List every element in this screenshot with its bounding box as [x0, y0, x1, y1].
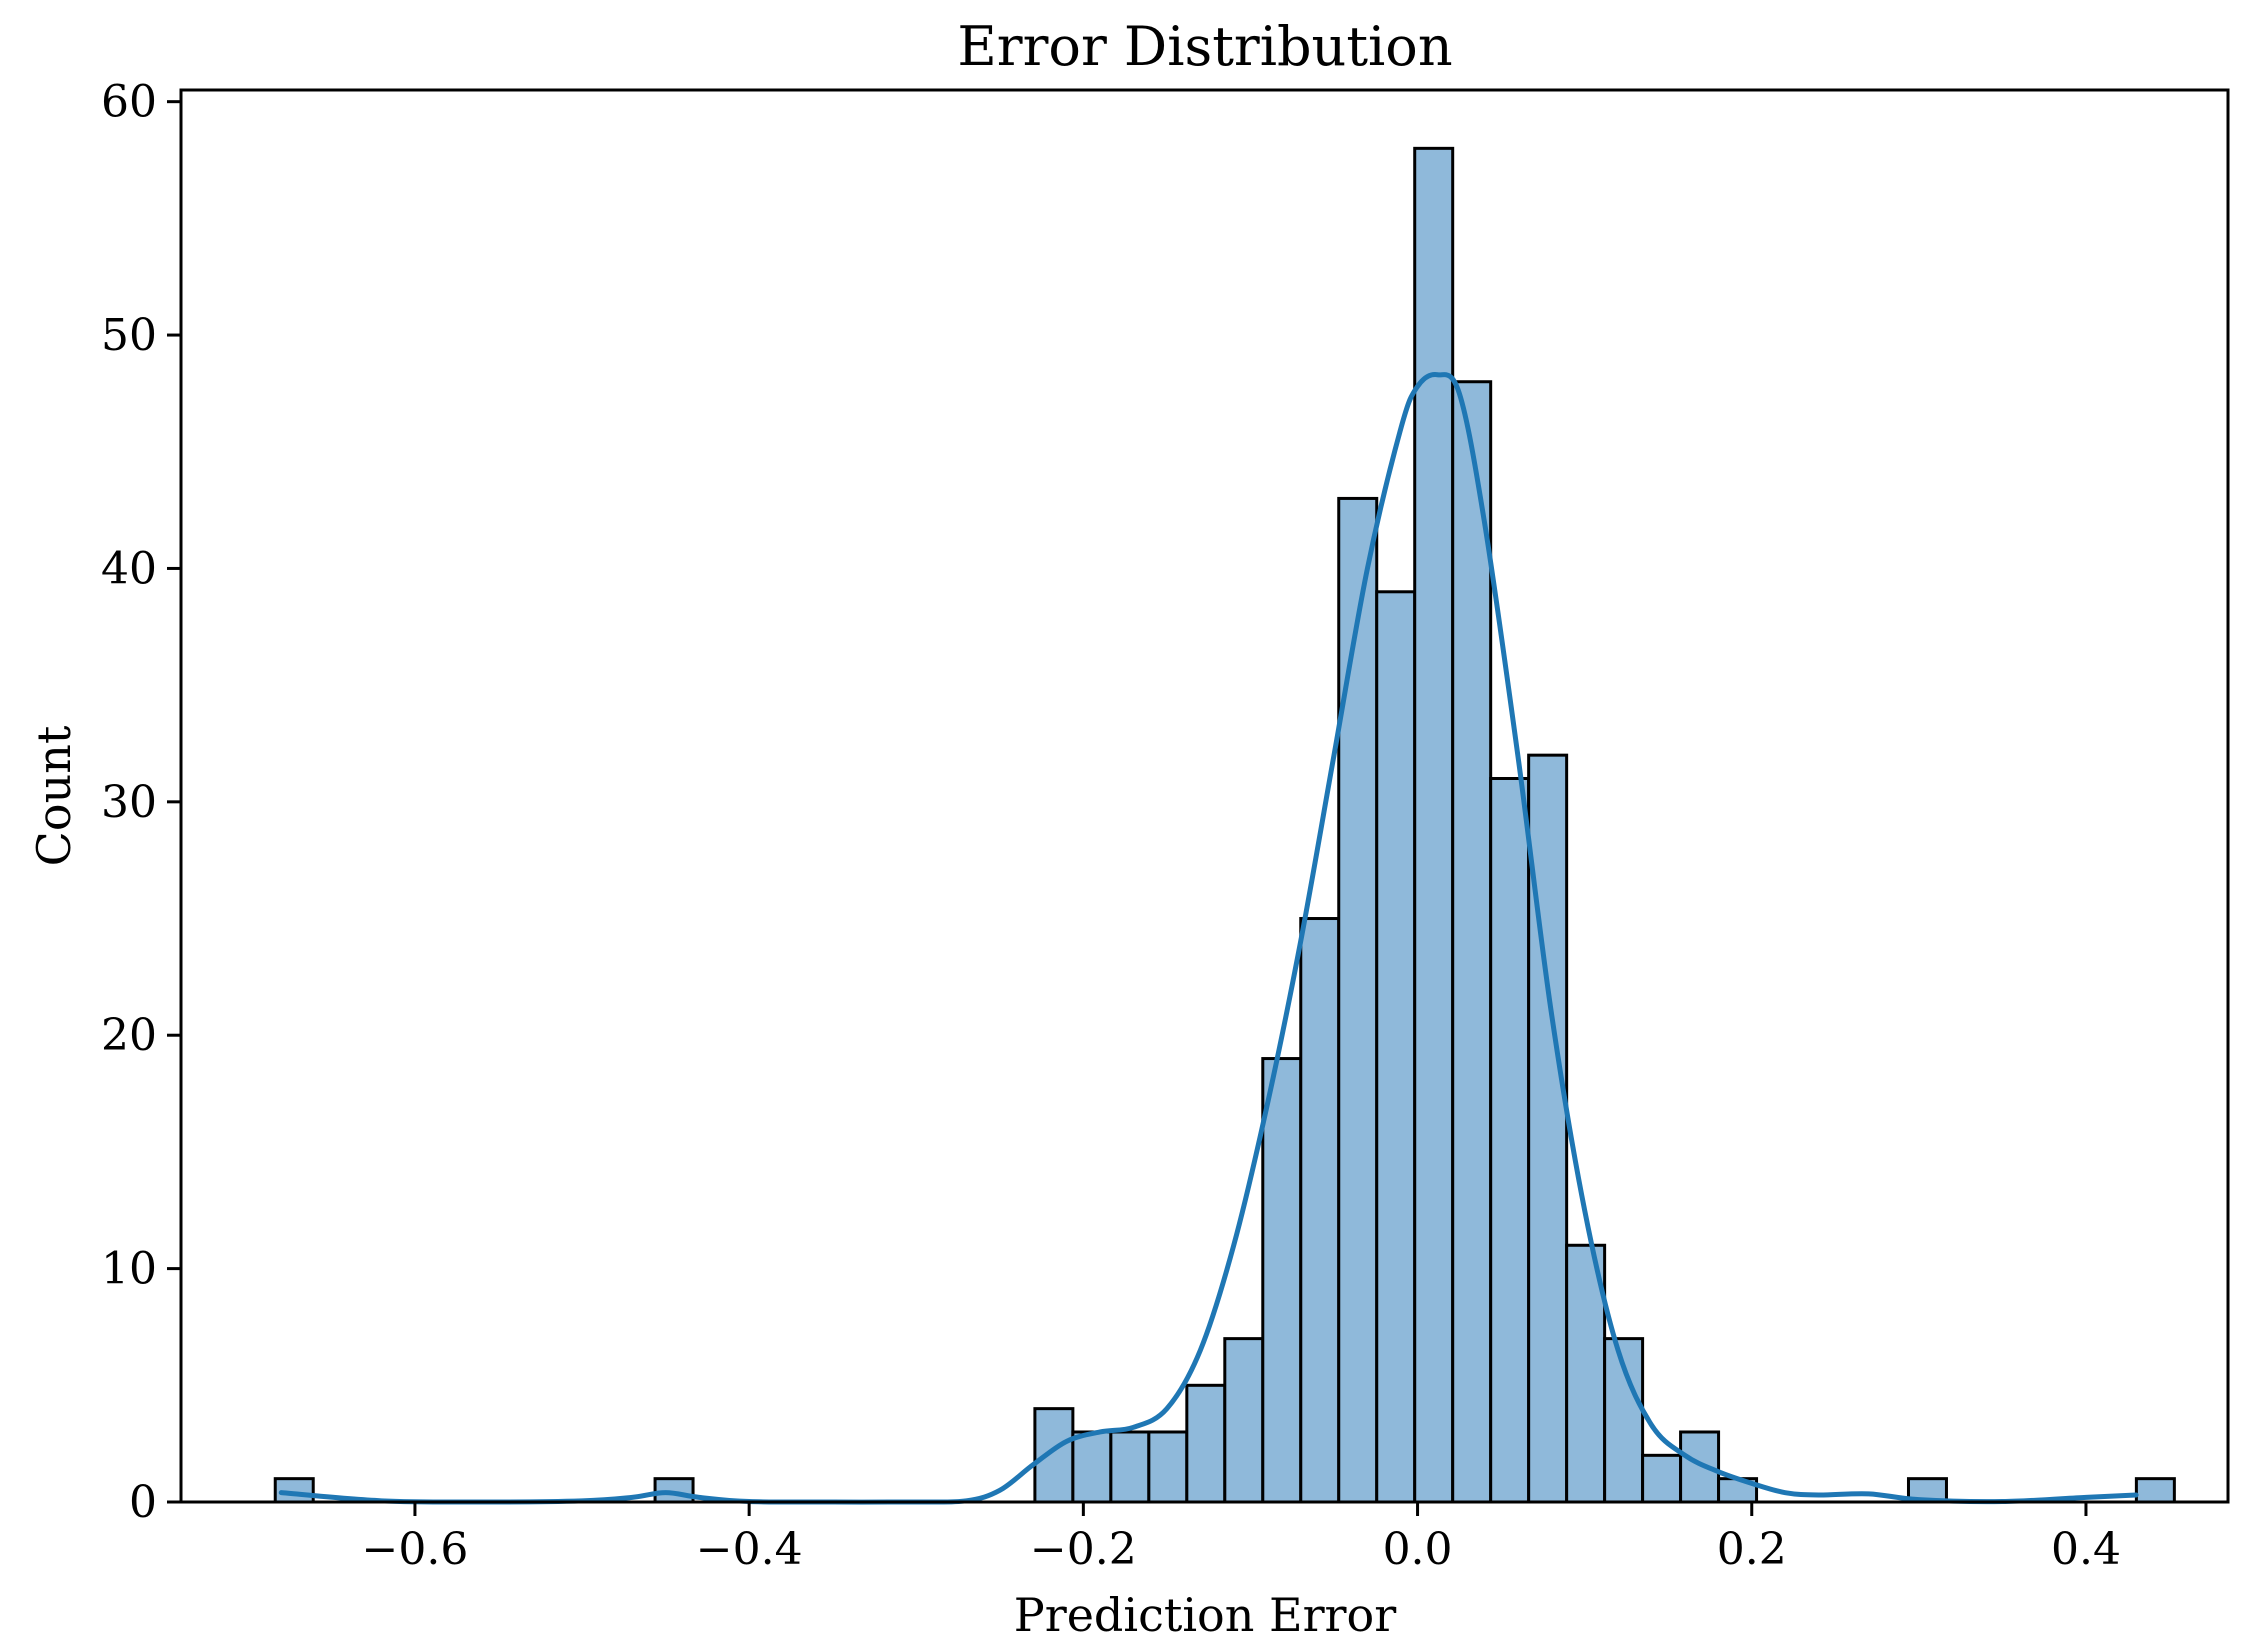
- kde-curve: [278, 372, 2139, 1505]
- x-tick-label: −0.2: [1030, 1524, 1137, 1575]
- y-tick-label: 0: [129, 1477, 157, 1528]
- histogram-bar: [1413, 146, 1455, 1504]
- x-tick-label: 0.4: [2051, 1524, 2121, 1575]
- histogram-bar: [1489, 776, 1531, 1504]
- histogram-bar: [1337, 496, 1379, 1504]
- y-axis-label: Count: [27, 725, 81, 866]
- histogram-bar: [1071, 1430, 1113, 1504]
- histogram-bar: [2134, 1477, 2176, 1504]
- x-tick-label: −0.6: [362, 1524, 469, 1575]
- histogram-bar: [1451, 380, 1493, 1504]
- histogram-bar: [1033, 1407, 1075, 1504]
- y-tick-label: 30: [101, 777, 157, 828]
- histogram-bar: [1565, 1243, 1607, 1504]
- x-axis-ticks: −0.6 −0.4 −0.2 0.0 0.2 0.4: [362, 1502, 2121, 1575]
- y-tick-label: 40: [101, 543, 157, 594]
- y-axis-ticks: 0 10 20 30 40 50 60: [101, 77, 181, 1528]
- histogram-bar: [1223, 1337, 1265, 1504]
- histogram-bar: [1185, 1383, 1227, 1504]
- histogram-bar: [653, 1477, 695, 1504]
- y-tick-label: 10: [101, 1244, 157, 1295]
- x-tick-label: 0.2: [1717, 1524, 1787, 1575]
- histogram-bar: [1375, 590, 1417, 1504]
- plot-frame: [179, 88, 2230, 1504]
- histogram-bar: [1641, 1453, 1683, 1504]
- histogram-bar: [1147, 1430, 1189, 1504]
- histogram-bar: [1299, 917, 1341, 1504]
- histogram-bar: [1109, 1430, 1151, 1504]
- x-axis-label: Prediction Error: [1014, 1588, 1396, 1642]
- histogram-bars: [273, 146, 2176, 1504]
- x-tick-label: −0.4: [696, 1524, 803, 1575]
- y-tick-label: 60: [101, 77, 157, 128]
- chart-title: Error Distribution: [957, 15, 1452, 78]
- x-tick-label: 0.0: [1383, 1524, 1453, 1575]
- histogram-bar: [1261, 1057, 1303, 1504]
- y-tick-label: 20: [101, 1010, 157, 1061]
- y-tick-label: 50: [101, 310, 157, 361]
